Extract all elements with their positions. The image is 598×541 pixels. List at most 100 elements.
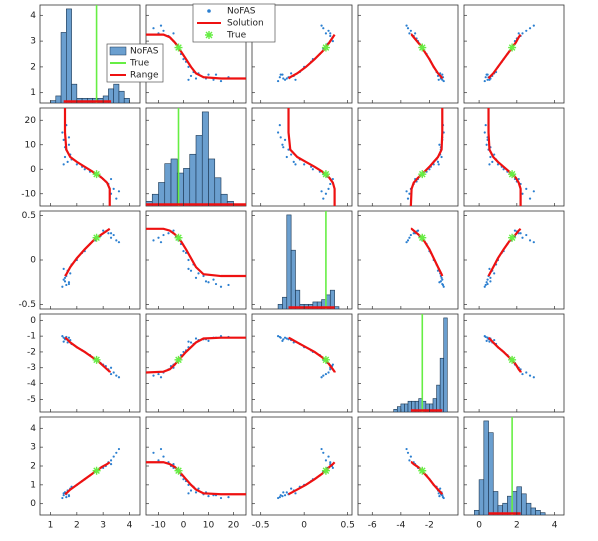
- sample-point: [162, 29, 165, 32]
- sample-point: [485, 143, 488, 146]
- sample-point: [187, 258, 190, 262]
- histogram-bar: [516, 486, 522, 515]
- sample-point: [528, 374, 532, 377]
- histogram-bar: [329, 289, 335, 309]
- x-tick-label: -0.5: [252, 521, 270, 531]
- panel-content: [276, 24, 336, 83]
- sample-point: [437, 78, 440, 81]
- sample-point: [489, 280, 492, 283]
- histogram-bar: [443, 317, 448, 412]
- sample-point: [489, 155, 492, 159]
- sample-point: [408, 236, 411, 239]
- sample-point: [282, 77, 285, 80]
- sample-point: [324, 32, 328, 35]
- sample-point: [322, 197, 325, 200]
- sample-point: [115, 197, 118, 200]
- histogram-bar: [113, 83, 120, 103]
- panel: [251, 210, 353, 310]
- sample-point: [441, 495, 445, 499]
- sample-point: [278, 124, 281, 127]
- histogram-bar: [439, 357, 445, 412]
- y-tick-label: -3: [27, 363, 36, 373]
- x-tick-label: 0: [301, 521, 307, 531]
- sample-point: [189, 489, 193, 492]
- sample-point: [483, 79, 486, 83]
- sample-point: [62, 267, 65, 271]
- sample-point: [525, 187, 528, 190]
- legend-swatch: [205, 31, 213, 39]
- sample-point: [75, 163, 78, 166]
- true-point: [508, 233, 517, 242]
- sample-point: [409, 455, 412, 458]
- histogram-bar: [201, 111, 209, 206]
- sample-point: [67, 494, 71, 497]
- histogram-bar: [183, 168, 191, 206]
- y-tick-label: 0: [30, 165, 36, 175]
- y-tick-label: 2: [30, 462, 36, 472]
- sample-point: [278, 495, 281, 499]
- x-tick-label: 2: [74, 521, 80, 531]
- panel-content: [393, 314, 448, 412]
- sample-point: [227, 283, 230, 287]
- y-tick-label: 1: [30, 88, 36, 98]
- sample-point: [484, 124, 487, 127]
- true-point: [418, 43, 427, 52]
- sample-point: [102, 229, 105, 232]
- solution-line: [410, 33, 444, 80]
- sample-point: [329, 182, 332, 186]
- sample-point: [324, 459, 328, 462]
- histogram-bar: [474, 509, 480, 515]
- sample-point: [281, 143, 284, 146]
- sample-point: [67, 136, 71, 139]
- sample-point: [322, 27, 325, 30]
- y-tick-label: 0.5: [22, 211, 36, 221]
- sample-point: [329, 32, 332, 35]
- sample-point: [62, 340, 65, 343]
- sample-point: [331, 363, 334, 366]
- legend-label: True: [226, 31, 247, 41]
- true-point: [418, 466, 427, 475]
- y-tick-label: 3: [30, 443, 36, 453]
- sample-point: [525, 371, 528, 374]
- panel: [39, 107, 141, 207]
- sample-point: [532, 376, 535, 379]
- sample-point: [157, 459, 160, 462]
- sample-point: [109, 463, 113, 466]
- sample-point: [157, 372, 160, 376]
- y-tick-label: 2: [30, 62, 36, 72]
- histogram-bar: [334, 306, 340, 309]
- sample-point: [406, 197, 410, 200]
- sample-point: [486, 282, 489, 286]
- legend-label: NoFAS: [227, 7, 256, 17]
- sample-point: [294, 492, 297, 495]
- sample-point: [409, 29, 412, 32]
- sample-point: [187, 267, 190, 271]
- sample-point: [283, 336, 287, 339]
- true-point: [92, 466, 101, 475]
- sample-point: [532, 241, 535, 244]
- sample-point: [489, 276, 492, 279]
- panel: [357, 210, 459, 310]
- sample-point: [525, 29, 528, 32]
- solution-line: [64, 227, 111, 277]
- x-tick-label: -6: [368, 521, 377, 531]
- sample-point: [322, 451, 325, 454]
- sample-point: [187, 340, 190, 343]
- sample-point: [294, 163, 297, 166]
- solution-line: [146, 461, 246, 496]
- sample-point: [320, 376, 323, 379]
- sample-point: [189, 74, 193, 78]
- y-tick-label: -5: [27, 395, 36, 405]
- sample-point: [63, 280, 67, 283]
- x-tick-label: -2: [425, 521, 434, 531]
- sample-point: [282, 338, 285, 341]
- true-point: [92, 170, 101, 179]
- histogram-bar: [540, 512, 546, 515]
- panel-content: [405, 227, 445, 288]
- sample-point: [182, 249, 185, 253]
- sample-point: [290, 487, 293, 490]
- histogram-bar: [521, 493, 527, 515]
- panel-content: [405, 108, 445, 206]
- sample-point: [107, 232, 110, 235]
- histogram-bar: [118, 90, 125, 103]
